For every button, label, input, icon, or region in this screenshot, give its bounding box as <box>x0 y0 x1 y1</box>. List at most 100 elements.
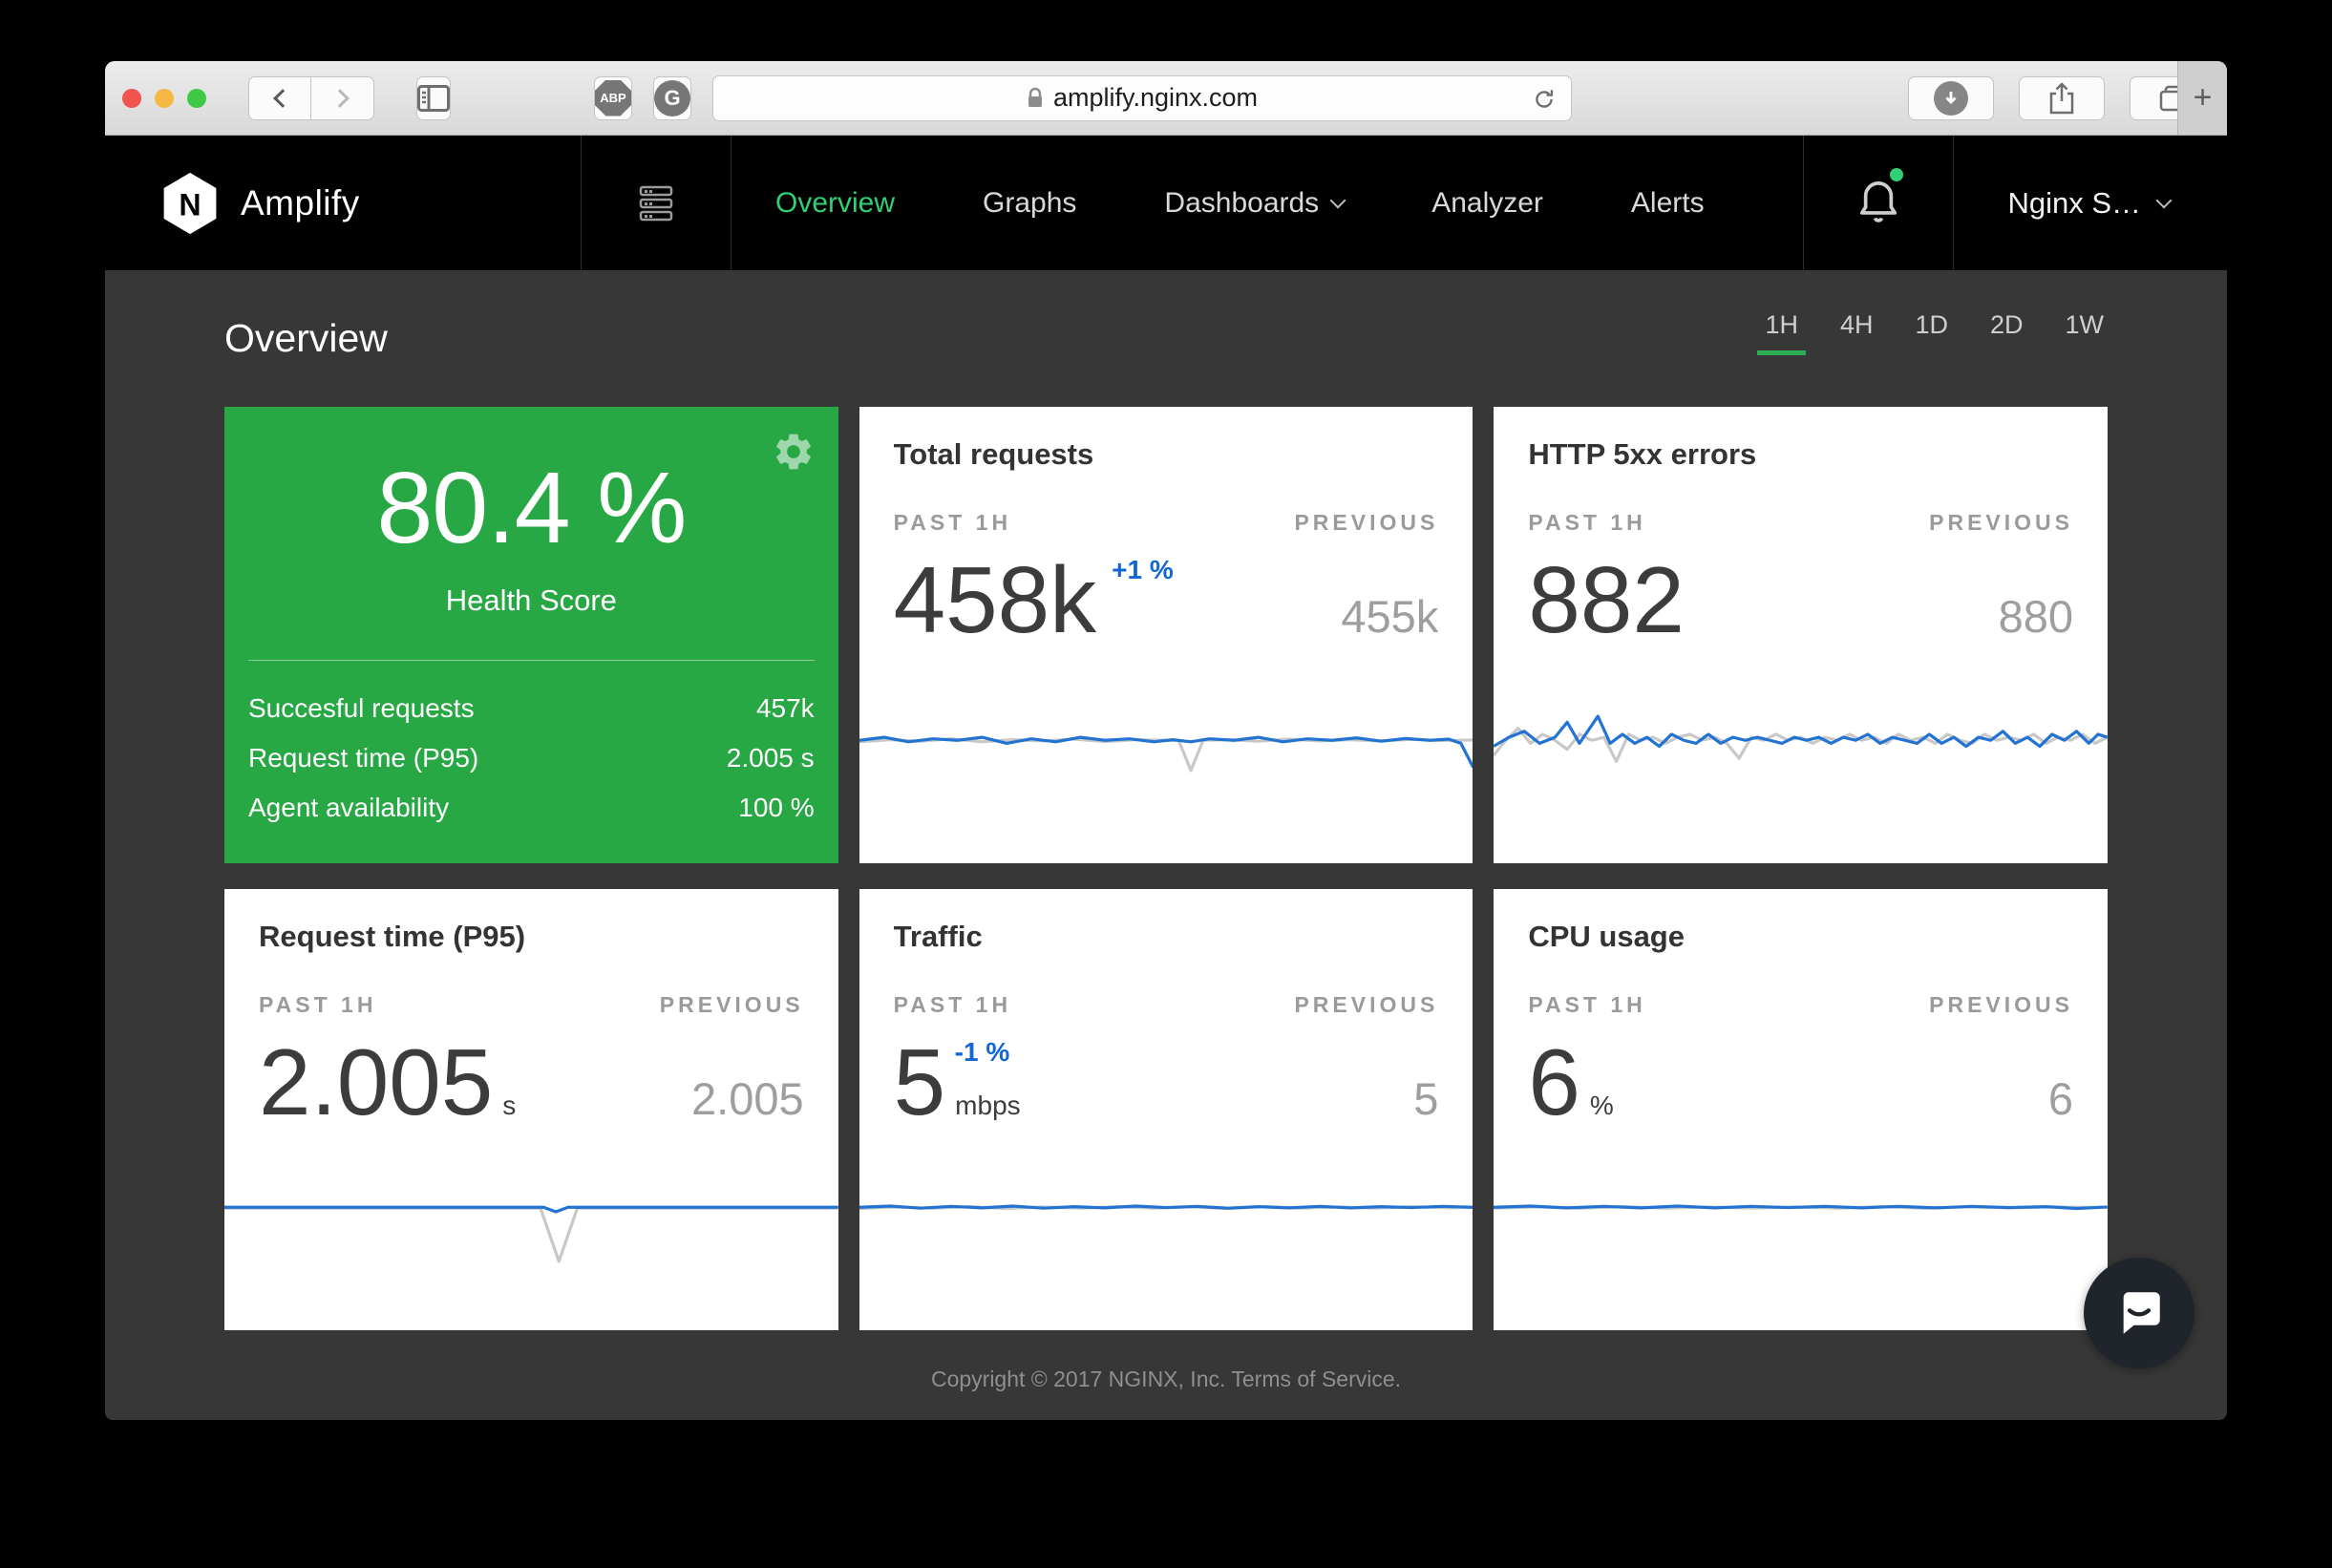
past-label: PAST 1H <box>1528 510 1646 535</box>
share-button[interactable] <box>2019 75 2105 120</box>
bell-icon <box>1860 180 1897 222</box>
minimize-window-button[interactable] <box>155 88 174 108</box>
nav-item-graphs[interactable]: Graphs <box>983 186 1077 219</box>
nav-item-dashboards[interactable]: Dashboards <box>1120 136 1388 270</box>
cpu-sparkline <box>1494 1162 2108 1282</box>
chevron-down-icon <box>2155 192 2173 208</box>
zoom-window-button[interactable] <box>187 88 206 108</box>
share-icon <box>2049 81 2074 114</box>
url-text: amplify.nginx.com <box>1052 83 1259 112</box>
chevron-down-icon <box>1329 192 1346 208</box>
previous-value: 880 <box>1998 591 2073 642</box>
window-controls <box>122 88 206 108</box>
address-bar[interactable]: amplify.nginx.com <box>712 74 1572 121</box>
reload-icon[interactable] <box>1531 86 1558 113</box>
back-button[interactable] <box>248 75 311 120</box>
chat-bubble-icon <box>2123 1292 2160 1334</box>
time-range-selector: 1H 4H 1D 2D 1W <box>1757 310 2108 359</box>
previous-label: PREVIOUS <box>659 992 804 1017</box>
systems-list-button[interactable] <box>581 136 731 270</box>
divider <box>248 660 815 661</box>
past-label: PAST 1H <box>893 510 1012 535</box>
previous-label: PREVIOUS <box>1929 510 2073 535</box>
terms-of-service-link[interactable]: Terms of Service. <box>1231 1367 1402 1391</box>
previous-value: 455k <box>1341 591 1439 642</box>
health-score-card: 80.4 % Health Score Succesful requests 4… <box>224 407 838 863</box>
metric-value: 882 <box>1528 547 1685 652</box>
nginx-logo-icon: N <box>163 172 217 234</box>
metric-value: 2.005 <box>259 1029 494 1134</box>
brand-name: Amplify <box>241 182 360 222</box>
chevron-right-icon <box>329 88 350 108</box>
total-requests-card: Total requests PAST 1H PREVIOUS 458k +1 … <box>859 407 1473 863</box>
account-menu[interactable]: Nginx S… <box>1953 136 2227 270</box>
metric-delta: -1 % <box>954 1037 1010 1067</box>
nav-item-overview[interactable]: Overview <box>775 186 896 219</box>
metric-delta: +1 % <box>1112 555 1174 584</box>
time-range-2d[interactable]: 2D <box>1989 310 2024 339</box>
traffic-sparkline <box>859 1162 1473 1282</box>
browser-window: ABP G amplify.nginx.com <box>105 61 2227 1420</box>
previous-label: PREVIOUS <box>1294 992 1439 1017</box>
card-title: Request time (P95) <box>259 920 526 953</box>
sidebar-button[interactable] <box>416 75 451 120</box>
footer: Copyright © 2017 NGINX, Inc. Terms of Se… <box>224 1367 2108 1392</box>
past-label: PAST 1H <box>259 992 377 1017</box>
downloads-button[interactable] <box>1908 75 1994 120</box>
previous-value: 5 <box>1413 1073 1439 1124</box>
metric-value: 5 <box>893 1029 946 1134</box>
download-icon <box>1945 91 1957 104</box>
time-range-1w[interactable]: 1W <box>2065 310 2105 339</box>
nav-item-analyzer[interactable]: Analyzer <box>1431 186 1543 219</box>
cpu-usage-card: CPU usage PAST 1H PREVIOUS 6 % 6 <box>1494 889 2108 1330</box>
intercom-chat-button[interactable] <box>2084 1258 2194 1368</box>
amplify-logo[interactable]: N Amplify <box>105 136 581 270</box>
plus-icon: + <box>2193 79 2213 116</box>
sidebar-icon <box>417 84 450 112</box>
forward-button[interactable] <box>311 75 374 120</box>
metric-value: 458k <box>893 547 1097 652</box>
app-navbar: N Amplify Overview Graphs Dashboa <box>105 136 2227 270</box>
previous-label: PREVIOUS <box>1294 510 1439 535</box>
close-window-button[interactable] <box>122 88 141 108</box>
account-name: Nginx S… <box>2007 185 2141 220</box>
copyright-text: Copyright © 2017 NGINX, Inc. <box>930 1367 1226 1391</box>
health-score-label: Health Score <box>445 583 617 617</box>
health-stat-row: Succesful requests 457k <box>248 693 815 723</box>
http-5xx-errors-card: HTTP 5xx errors PAST 1H PREVIOUS 882 880 <box>1494 407 2108 863</box>
previous-value: 6 <box>2047 1073 2073 1124</box>
notifications-button[interactable] <box>1803 136 1953 270</box>
health-score-value: 80.4 % <box>376 452 687 564</box>
time-range-1h[interactable]: 1H <box>1757 310 1806 355</box>
card-title: HTTP 5xx errors <box>1528 437 1757 471</box>
svg-text:N: N <box>179 187 201 222</box>
nav-item-alerts[interactable]: Alerts <box>1630 186 1705 219</box>
http-5xx-sparkline <box>1494 695 2108 816</box>
new-tab-button[interactable]: + <box>2177 61 2227 135</box>
metric-value: 6 <box>1528 1029 1580 1134</box>
metric-unit: mbps <box>955 1091 1021 1120</box>
chevron-left-icon <box>273 88 292 108</box>
page-title: Overview <box>224 316 388 360</box>
past-label: PAST 1H <box>893 992 1012 1017</box>
health-stat-row: Agent availability 100 % <box>248 793 815 822</box>
metric-unit: s <box>502 1091 517 1120</box>
ghostery-icon: G <box>654 79 690 117</box>
card-title: CPU usage <box>1528 920 1685 953</box>
gear-icon[interactable] <box>772 430 816 474</box>
traffic-card: Traffic PAST 1H PREVIOUS 5 mbps -1 % 5 <box>859 889 1473 1330</box>
previous-label: PREVIOUS <box>1929 992 2073 1017</box>
adblock-plus-icon: ABP <box>595 79 631 117</box>
time-range-1d[interactable]: 1D <box>1915 310 1948 339</box>
request-time-card: Request time (P95) PAST 1H PREVIOUS 2.00… <box>224 889 838 1330</box>
time-range-4h[interactable]: 4H <box>1839 310 1874 339</box>
adblock-plus-extension-button[interactable]: ABP <box>594 75 632 120</box>
total-requests-sparkline <box>859 695 1473 816</box>
dashboard-content: Overview 1H 4H 1D 2D 1W 80.4 % Health Sc… <box>105 270 2227 1392</box>
browser-toolbar: ABP G amplify.nginx.com <box>105 61 2227 136</box>
health-stat-row: Request time (P95) 2.005 s <box>248 743 815 773</box>
lock-icon <box>1028 87 1042 107</box>
metric-unit: % <box>1589 1091 1614 1120</box>
server-rack-icon <box>639 185 673 221</box>
ghostery-extension-button[interactable]: G <box>653 75 691 120</box>
